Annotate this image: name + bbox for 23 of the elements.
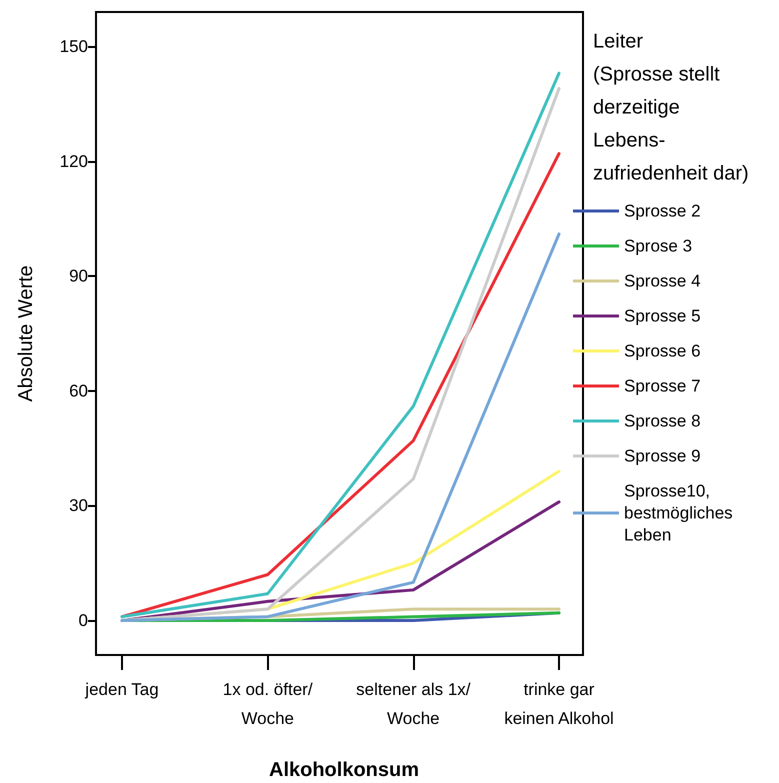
legend-label: Sprosse 7 (624, 376, 701, 396)
legend-title: Leiter (Sprosse stellt derzeitige Lebens- zufriedenheit dar) (593, 30, 749, 184)
y-tick-label: 0 (78, 611, 88, 630)
y-axis-title: Absolute Werte (15, 265, 37, 402)
y-tick-label: 60 (69, 381, 88, 400)
line-series (120, 232, 560, 622)
legend-label: Sprosse10, bestmögliches Leben (624, 482, 733, 544)
y-tick-label: 150 (60, 36, 88, 56)
legend-label: Sprosse 5 (624, 306, 701, 326)
legend-label: Sprosse 4 (624, 272, 701, 290)
y-tick-label: 120 (60, 152, 88, 171)
y-tick-label: 90 (69, 266, 88, 286)
legend-label: Sprosse 8 (624, 412, 701, 430)
legend-label: Sprosse 9 (624, 446, 701, 466)
x-axis-title: Alkoholkonsum (268, 759, 420, 781)
x-tick-label: jeden Tag (84, 680, 159, 699)
x-tick-label: 1x od. öfter/ Woche (222, 680, 313, 728)
x-tick-label: seltener als 1x/ Woche (356, 680, 471, 728)
legend-label: Sprose 3 (624, 236, 692, 256)
legend-label: Sprosse 2 (624, 202, 701, 220)
x-tick-label: trinke gar keinen Alkohol (504, 680, 614, 728)
legend-label: Sprosse 6 (624, 342, 701, 360)
y-tick-label: 30 (69, 496, 88, 516)
